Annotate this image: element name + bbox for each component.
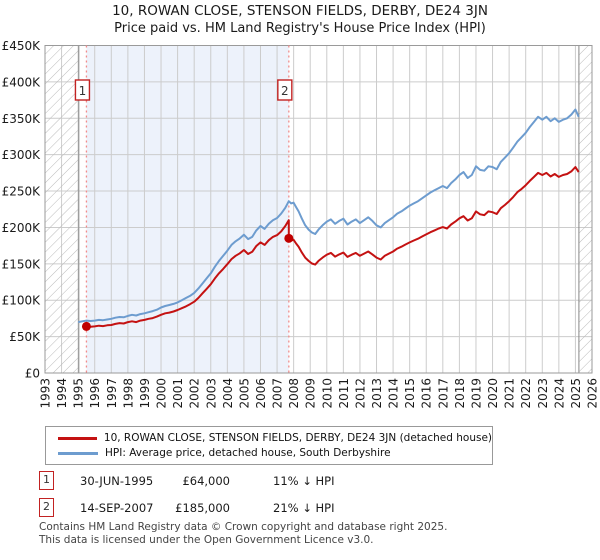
svg-text:2011: 2011: [337, 378, 351, 409]
chart-subtitle: Price paid vs. HM Land Registry's House …: [114, 21, 486, 36]
sale-1-vs-hpi: 11% ↓ HPI: [273, 474, 335, 488]
svg-text:2: 2: [281, 84, 289, 98]
legend-label-property: 10, ROWAN CLOSE, STENSON FIELDS, DERBY, …: [103, 432, 492, 444]
sale-1-marker: 1: [39, 471, 54, 490]
svg-text:2017: 2017: [436, 378, 450, 409]
hpi-line: [78, 108, 580, 324]
sale-point-2: [284, 233, 294, 243]
svg-text:2016: 2016: [420, 378, 434, 409]
legend-swatch-property-line: [58, 436, 97, 440]
price-paid-line: [86, 166, 580, 328]
no-data-hatch: [578, 45, 592, 373]
svg-text:1: 1: [79, 84, 87, 98]
legend-label-hpi: HPI: Average price, detached house, Sout…: [105, 447, 391, 459]
svg-text:1998: 1998: [121, 378, 135, 409]
svg-text:£250K: £250K: [2, 185, 42, 199]
sale-2-marker: 2: [39, 498, 54, 517]
svg-text:2021: 2021: [503, 378, 517, 409]
svg-text:2020: 2020: [486, 378, 500, 409]
sale-point-1: [81, 321, 91, 331]
sale-flag-box-2: [277, 79, 293, 101]
svg-text:2026: 2026: [586, 378, 600, 409]
sale-2-price: £185,000: [175, 501, 230, 515]
svg-text:2013: 2013: [370, 378, 384, 409]
svg-text:2002: 2002: [188, 378, 202, 409]
svg-text:£450K: £450K: [2, 39, 42, 53]
no-data-hatch: [45, 45, 79, 373]
svg-text:£200K: £200K: [2, 221, 42, 235]
svg-text:2023: 2023: [536, 378, 550, 409]
sale-1-price: £64,000: [182, 474, 230, 488]
svg-text:2022: 2022: [519, 378, 533, 409]
svg-text:2004: 2004: [221, 378, 235, 409]
svg-text:2015: 2015: [403, 378, 417, 409]
svg-text:2001: 2001: [171, 378, 185, 409]
svg-text:2024: 2024: [552, 378, 566, 409]
sale-2-vs-hpi: 21% ↓ HPI: [273, 501, 335, 515]
sale-annotation-row-1: 1 30-JUN-1995 £64,000 11% ↓ HPI: [0, 471, 600, 491]
sale-annotation-row-2: 2 14-SEP-2007 £185,000 21% ↓ HPI: [0, 498, 600, 518]
license-note: Contains HM Land Registry data © Crown c…: [39, 521, 447, 546]
svg-text:£50K: £50K: [9, 330, 41, 344]
svg-text:1995: 1995: [72, 378, 86, 409]
svg-text:1996: 1996: [88, 378, 102, 409]
svg-text:£150K: £150K: [2, 257, 42, 271]
chart-legend: 10, ROWAN CLOSE, STENSON FIELDS, DERBY, …: [45, 426, 493, 465]
svg-text:2008: 2008: [287, 378, 301, 409]
svg-text:1993: 1993: [39, 378, 53, 409]
svg-text:£0: £0: [25, 367, 40, 381]
svg-text:2006: 2006: [254, 378, 268, 409]
svg-text:2000: 2000: [155, 378, 169, 409]
legend-swatch-hpi-line: [58, 451, 98, 455]
svg-text:2025: 2025: [569, 378, 583, 409]
svg-text:1997: 1997: [105, 378, 119, 409]
chart-title: 10, ROWAN CLOSE, STENSON FIELDS, DERBY, …: [112, 3, 488, 19]
sale-1-date: 30-JUN-1995: [80, 474, 154, 488]
svg-text:2010: 2010: [320, 378, 334, 409]
svg-text:2014: 2014: [387, 378, 401, 409]
svg-text:2009: 2009: [304, 378, 318, 409]
owned-period-highlight: [86, 45, 289, 373]
svg-text:1999: 1999: [138, 378, 152, 409]
svg-text:2005: 2005: [237, 378, 251, 409]
svg-text:£100K: £100K: [2, 294, 42, 308]
sale-flag-box-1: [74, 79, 91, 101]
price-history-chart: 1 2 £0 £50K £100K £150K £200K £250K £300K £350K £4…: [2, 39, 600, 409]
svg-text:2019: 2019: [469, 378, 483, 409]
svg-text:£350K: £350K: [2, 112, 42, 126]
legend-item-property: 10, ROWAN CLOSE, STENSON FIELDS, DERBY, …: [58, 432, 492, 444]
license-line-1: Contains HM Land Registry data © Crown c…: [39, 521, 448, 533]
svg-text:£400K: £400K: [2, 75, 42, 89]
svg-text:1994: 1994: [55, 378, 69, 409]
svg-text:£300K: £300K: [2, 148, 42, 162]
sale-2-date: 14-SEP-2007: [80, 501, 154, 515]
svg-text:2003: 2003: [204, 378, 218, 409]
legend-item-hpi: HPI: Average price, detached house, Sout…: [58, 447, 492, 459]
license-line-2: This data is licensed under the Open Gov…: [39, 533, 374, 546]
svg-text:2007: 2007: [271, 378, 285, 409]
svg-text:2012: 2012: [353, 378, 367, 409]
svg-text:2018: 2018: [453, 378, 467, 409]
